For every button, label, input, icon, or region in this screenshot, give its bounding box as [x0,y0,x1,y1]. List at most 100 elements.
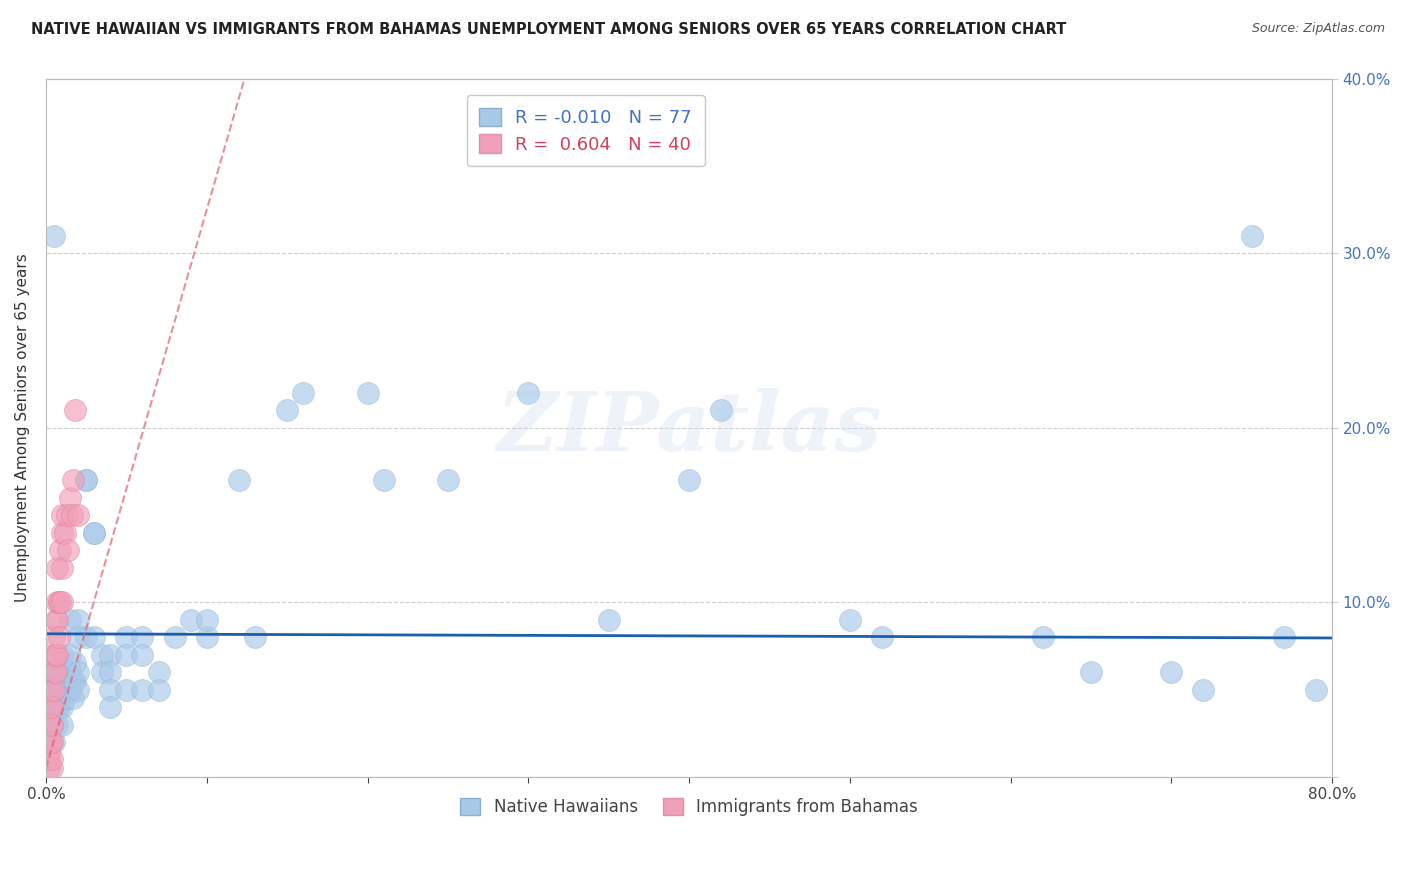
Point [38,752,60,766]
Point [39,735,62,749]
Point [48,682,70,697]
Point [148,682,170,697]
Point [1272,630,1295,644]
Point [62,673,84,688]
Point [63,673,86,688]
Point [1160,665,1182,680]
Point [1080,665,1102,680]
Point [49,682,72,697]
Point [51,700,73,714]
Point [276,403,298,417]
Point [38,761,60,775]
Point [131,648,153,662]
Point [56,682,79,697]
Point [46,700,69,714]
Point [83,525,105,540]
Point [437,473,460,487]
Point [46,673,69,688]
Point [180,613,202,627]
Point [46,648,69,662]
Point [59,648,82,662]
Point [67,682,90,697]
Point [51,508,73,523]
Point [48,595,70,609]
Point [67,508,90,523]
Point [45,648,67,662]
Point [356,386,378,401]
Point [98,648,121,662]
Point [51,525,73,540]
Point [1192,682,1215,697]
Point [42,665,65,680]
Point [58,543,80,558]
Point [49,595,72,609]
Point [62,473,84,487]
Point [195,613,218,627]
Point [115,648,138,662]
Point [39,700,62,714]
Point [75,630,97,644]
Point [59,665,82,680]
Text: Source: ZipAtlas.com: Source: ZipAtlas.com [1251,22,1385,36]
Point [710,403,733,417]
Point [59,682,82,697]
Point [1305,682,1327,697]
Point [42,682,65,697]
Point [678,473,700,487]
Point [63,657,86,671]
Point [46,560,69,574]
Point [131,682,153,697]
Point [46,613,69,627]
Point [41,752,63,766]
Point [42,229,65,244]
Point [45,613,67,627]
Point [42,630,65,644]
Point [98,665,121,680]
Point [49,543,72,558]
Point [53,525,76,540]
Point [870,630,893,644]
Point [38,735,60,749]
Point [598,613,620,627]
Point [131,630,153,644]
Point [98,700,121,714]
Point [292,386,315,401]
Point [115,682,138,697]
Point [148,665,170,680]
Y-axis label: Unemployment Among Seniors over 65 years: Unemployment Among Seniors over 65 years [15,253,30,602]
Point [46,717,69,731]
Point [48,630,70,644]
Text: NATIVE HAWAIIAN VS IMMIGRANTS FROM BAHAMAS UNEMPLOYMENT AMONG SENIORS OVER 65 YE: NATIVE HAWAIIAN VS IMMIGRANTS FROM BAHAM… [31,22,1066,37]
Point [115,630,138,644]
Point [373,473,395,487]
Point [1240,229,1263,244]
Point [838,613,860,627]
Point [45,665,67,680]
Point [41,717,63,731]
Point [51,665,73,680]
Point [48,700,70,714]
Point [163,630,186,644]
Point [75,473,97,487]
Point [39,682,62,697]
Point [41,761,63,775]
Point [51,648,73,662]
Point [49,665,72,680]
Point [42,682,65,697]
Point [39,717,62,731]
Point [46,595,69,609]
Point [51,560,73,574]
Point [56,665,79,680]
Text: ZIPatlas: ZIPatlas [496,388,882,468]
Point [42,648,65,662]
Point [67,630,90,644]
Point [53,691,76,706]
Point [59,491,82,505]
Point [38,744,60,758]
Point [59,613,82,627]
Point [60,508,83,523]
Point [67,665,90,680]
Point [517,386,540,401]
Point [228,473,250,487]
Point [56,508,79,523]
